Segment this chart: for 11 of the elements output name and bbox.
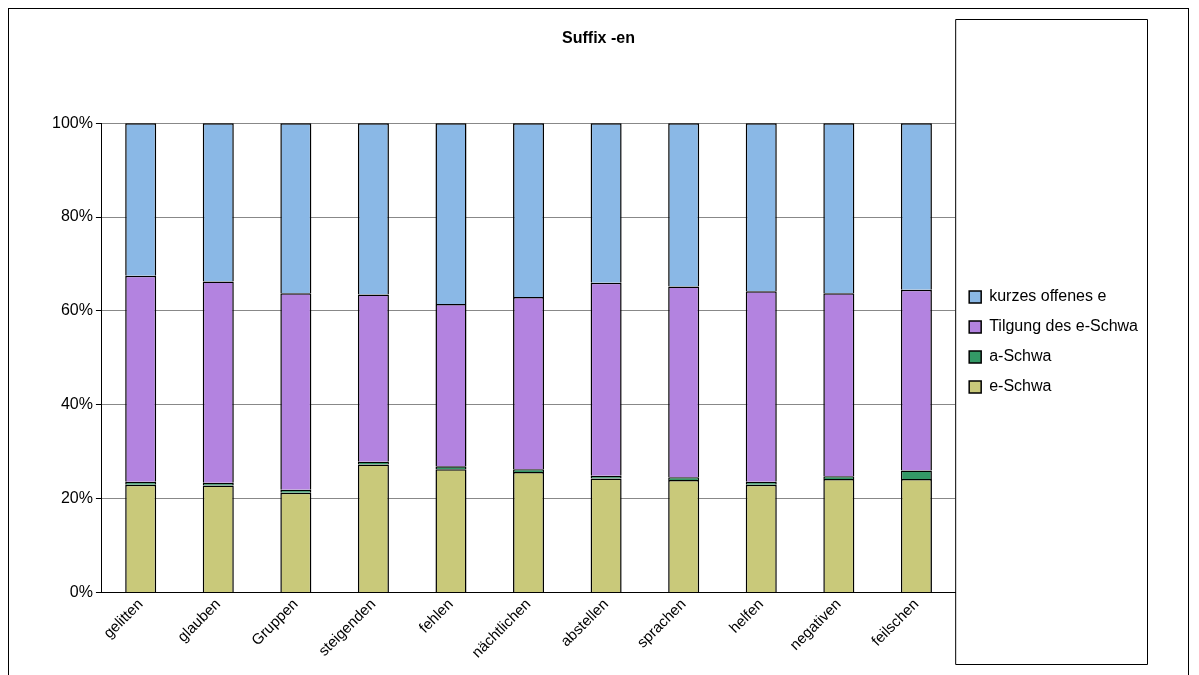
y-tick-label: 20% — [60, 489, 93, 507]
legend-label: e-Schwa — [989, 377, 1052, 395]
legend-label: a-Schwa — [989, 347, 1052, 365]
y-tick-label: 40% — [60, 395, 93, 413]
legend-label: kurzes offenes e — [989, 287, 1107, 305]
y-tick-label: 0% — [69, 583, 93, 601]
y-tick-label: 80% — [60, 207, 93, 225]
legend-label: Tilgung des e-Schwa — [989, 317, 1139, 335]
chart-title: Suffix -en — [562, 29, 635, 47]
y-tick-label: 100% — [52, 113, 93, 131]
y-tick-label: 60% — [60, 301, 93, 319]
